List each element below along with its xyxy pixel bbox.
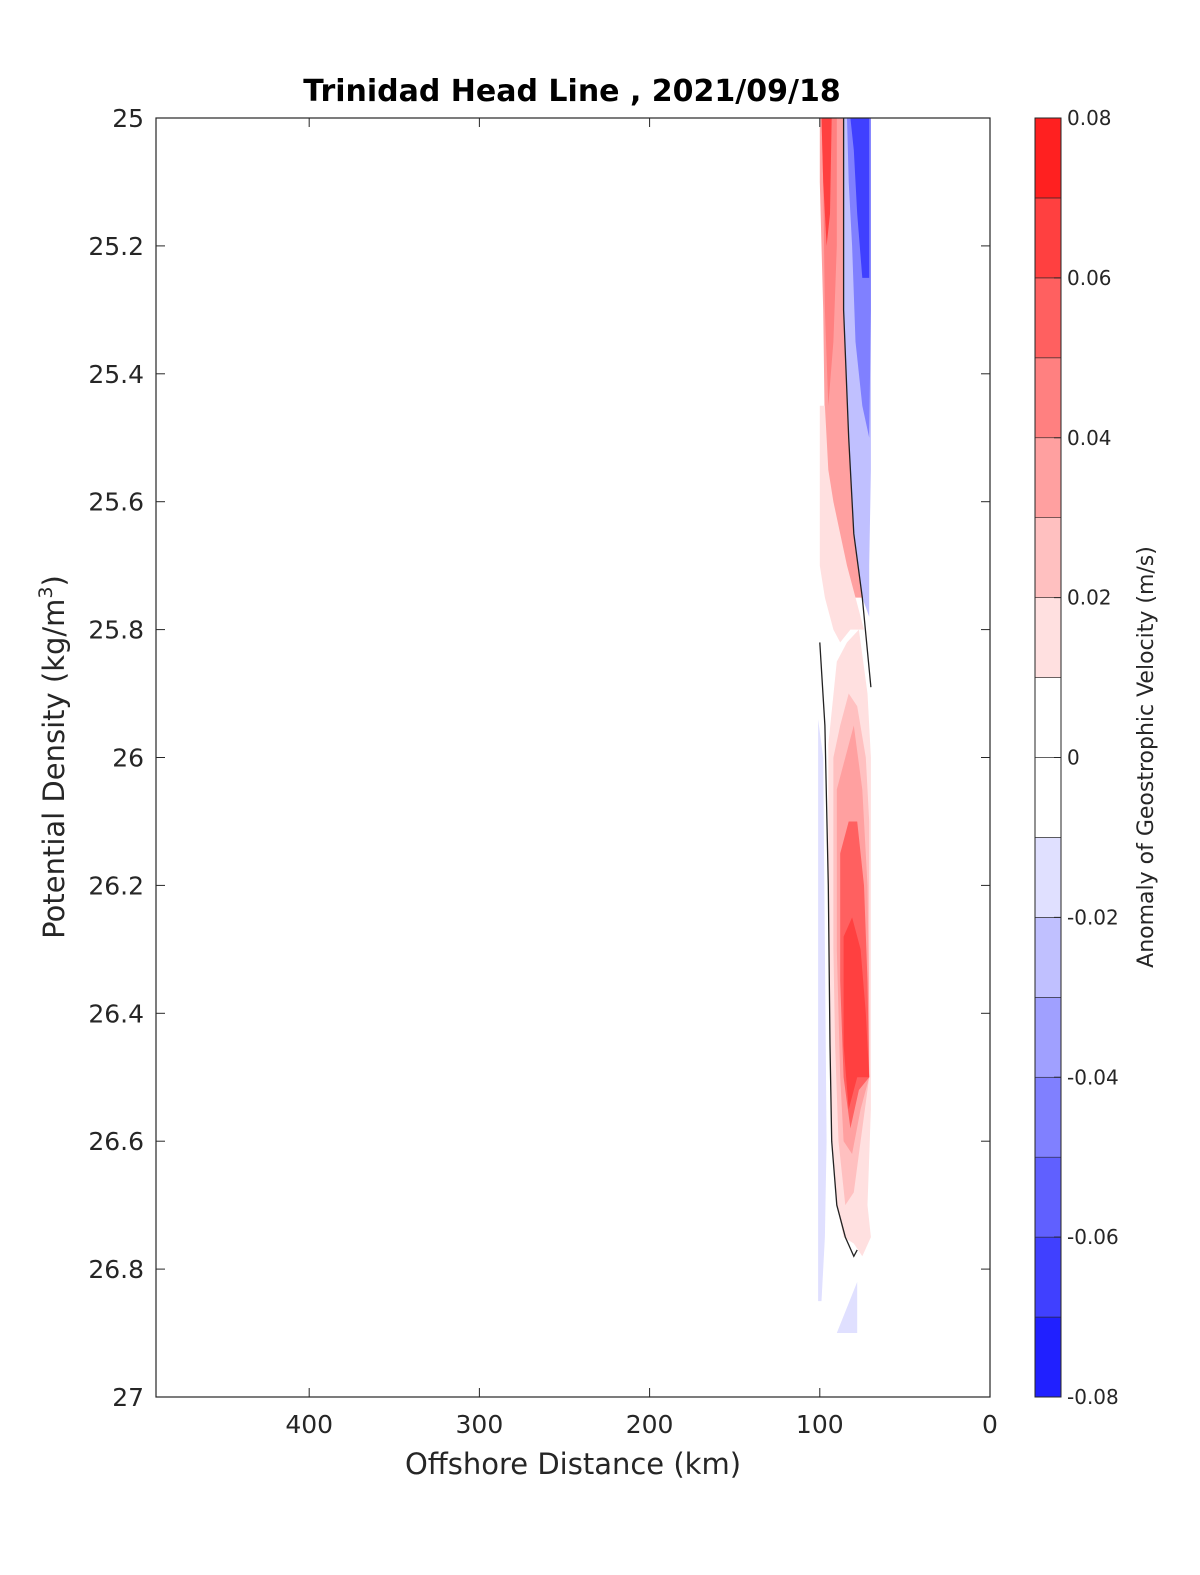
colorbar-band-11 [1034, 437, 1062, 518]
zero-contour-line-0 [842, 118, 872, 688]
colorbar-band-9 [1034, 597, 1062, 678]
y-tick-label-2: 25.4 [88, 360, 144, 389]
x-tick-label-3: 100 [796, 1410, 844, 1439]
x-tick-label-1: 300 [456, 1410, 504, 1439]
x-tick-labels: 400 300 200 100 0 [285, 1410, 998, 1439]
colorbar-frame [1034, 117, 1062, 1398]
zero-contour-line-1 [819, 642, 858, 1258]
contour-region-2 [821, 118, 832, 246]
colorbar-tick-label-5: -0.02 [1067, 905, 1119, 929]
colorbar-tick-label-0: 0.08 [1067, 106, 1112, 130]
y-tick-label-7: 26.4 [88, 999, 144, 1028]
y-tick-labels: 25 25.2 25.4 25.6 25.8 26 26.2 26.4 26.6 26.8 27 [88, 104, 144, 1412]
x-tick-label-0: 400 [285, 1410, 333, 1439]
x-tick-label-2: 200 [626, 1410, 674, 1439]
x-tick-label-4: 0 [982, 1410, 998, 1439]
colorbar-band-10 [1034, 517, 1062, 598]
contour-region-3 [819, 405, 864, 643]
contour-fills [818, 118, 871, 1333]
colorbar-band-15 [1034, 117, 1062, 199]
colorbar-tick-label-3: 0.02 [1067, 586, 1112, 610]
contour-region-11 [850, 118, 870, 278]
colorbar-tick-label-4: 0 [1067, 746, 1080, 770]
x-axis-label: Offshore Distance (km) [405, 1447, 741, 1481]
colorbar-tick-label-2: 0.04 [1067, 426, 1112, 450]
colorbar-band-2 [1034, 1156, 1062, 1238]
colorbar-band-14 [1034, 197, 1062, 279]
plot-area [155, 117, 991, 1398]
colorbar-ticks: 0.08 0.06 0.04 0.02 0 -0.02 -0.04 -0.06 -0.08 [1054, 106, 1119, 1409]
y-axis-label-main: Potential Density (kg/m [37, 599, 71, 939]
y-tick-label-9: 26.8 [88, 1255, 144, 1284]
y-tick-label-0: 25 [112, 104, 144, 133]
y-tick-label-3: 25.6 [88, 488, 144, 517]
y-tick-label-1: 25.2 [88, 232, 144, 261]
y-tick-label-8: 26.6 [88, 1127, 144, 1156]
contour-region-13 [836, 1281, 858, 1333]
colorbar-tick-label-6: -0.04 [1067, 1065, 1119, 1089]
colorbar-band-8 [1034, 677, 1062, 758]
y-tick-label-6: 26.2 [88, 871, 144, 900]
colorbar-tick-label-1: 0.06 [1067, 266, 1112, 290]
y-axis-label: Potential Density (kg/m3) [35, 575, 71, 939]
colorbar-band-0 [1034, 1316, 1062, 1398]
colorbar-band-7 [1034, 757, 1062, 838]
contour-region-8 [843, 917, 870, 1110]
colorbar-band-4 [1034, 997, 1062, 1078]
tick-marks [156, 117, 991, 1398]
plot-frame [155, 117, 991, 1398]
chart-title: Trinidad Head Line , 2021/09/18 [303, 74, 840, 109]
colorbar: 0.08 0.06 0.04 0.02 0 -0.02 -0.04 -0.06 -0.08 [1034, 106, 1119, 1409]
colorbar-tick-label-7: -0.06 [1067, 1225, 1119, 1249]
y-tick-label-4: 25.8 [88, 616, 144, 645]
y-axis-label-end: ) [37, 575, 71, 586]
contour-region-12 [818, 719, 827, 1302]
colorbar-band-13 [1034, 277, 1062, 359]
colorbar-band-12 [1034, 357, 1062, 439]
zero-contour-lines [819, 118, 872, 1258]
colorbar-bands [1034, 117, 1062, 1398]
y-tick-label-5: 26 [112, 744, 144, 773]
colorbar-tick-label-8: -0.08 [1067, 1385, 1119, 1409]
y-axis-label-superscript: 3 [35, 586, 57, 598]
colorbar-band-6 [1034, 837, 1062, 918]
y-tick-label-10: 27 [112, 1383, 144, 1412]
colorbar-band-5 [1034, 917, 1062, 998]
colorbar-title: Anomaly of Geostrophic Velocity (m/s) [1134, 546, 1159, 968]
colorbar-band-3 [1034, 1076, 1062, 1158]
colorbar-band-1 [1034, 1236, 1062, 1318]
